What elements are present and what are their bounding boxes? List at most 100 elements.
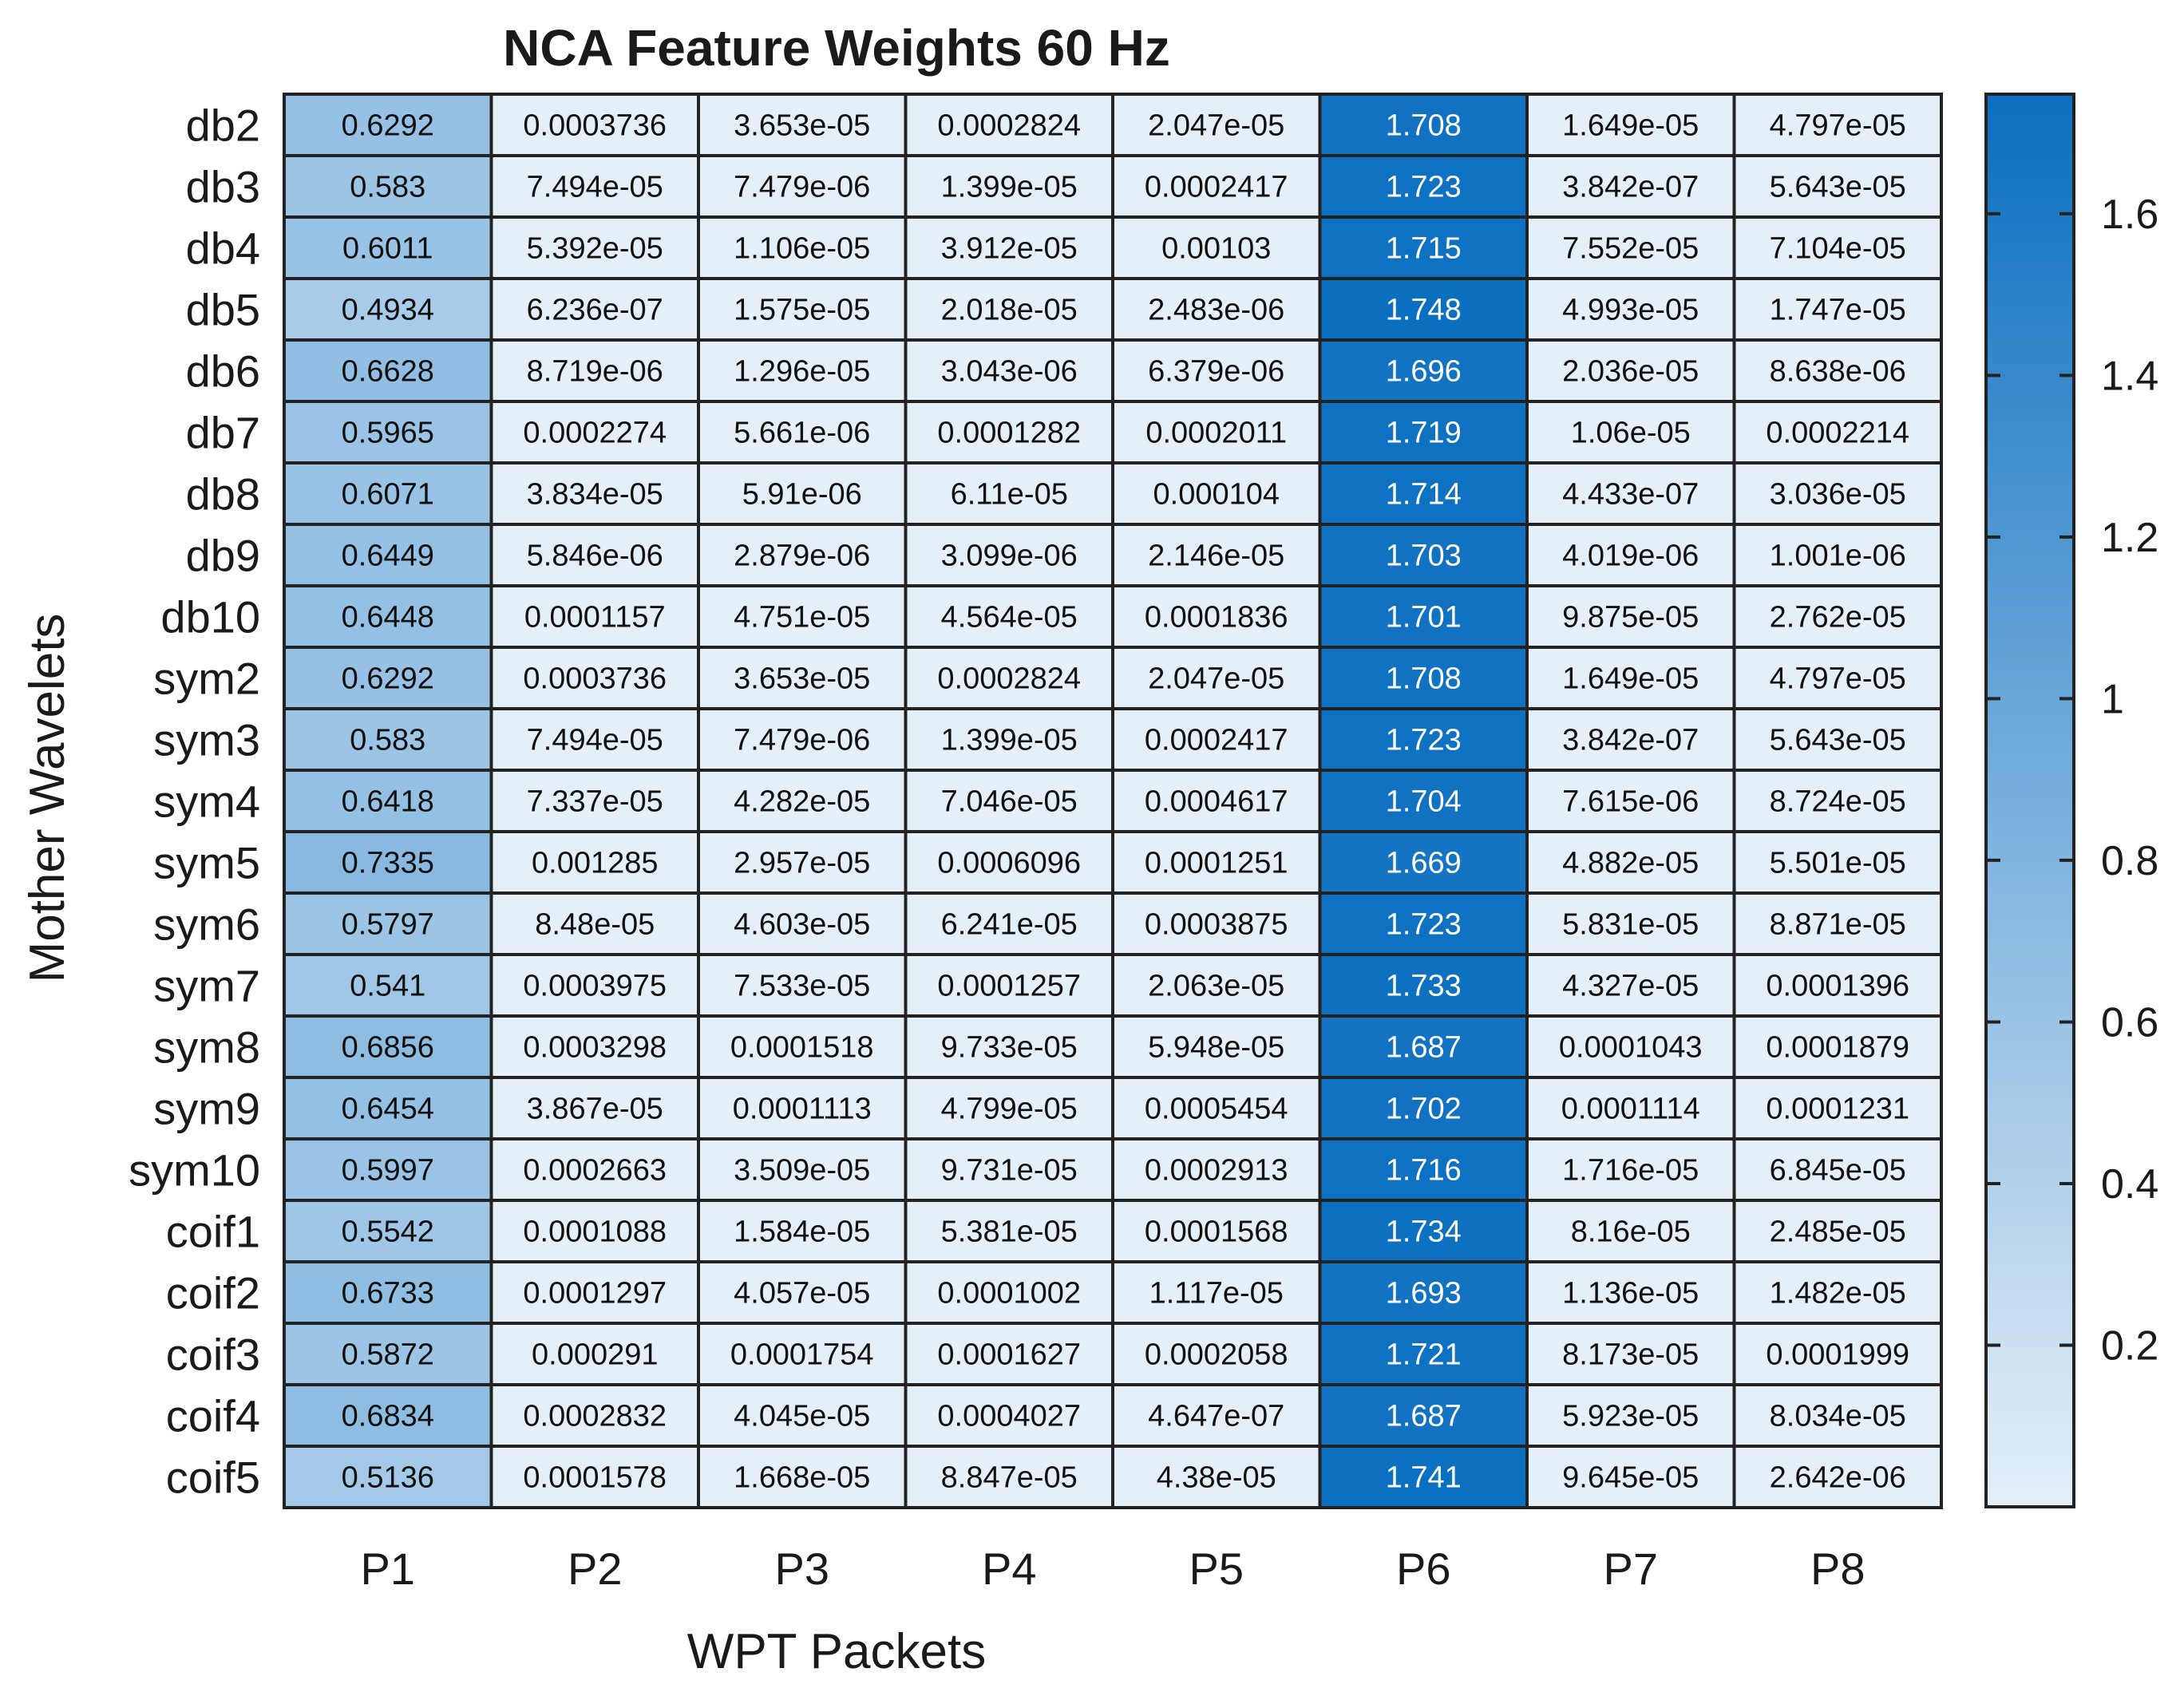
cell-value-label: 3.867e-05 <box>527 1093 663 1126</box>
heatmap-cell <box>1525 1014 1736 1079</box>
cell-value-label: 8.724e-05 <box>1770 785 1906 819</box>
cell-value-label: 8.034e-05 <box>1770 1400 1906 1433</box>
x-axis-label: WPT Packets <box>687 1624 986 1679</box>
cell-value-label: 1.693 <box>1386 1277 1462 1310</box>
cell-value-label: 1.136e-05 <box>1562 1277 1699 1310</box>
cell-value-label: 6.379e-06 <box>1148 355 1284 389</box>
cell-value-label: 0.6449 <box>342 540 434 573</box>
heatmap-cell <box>697 1199 908 1263</box>
cell-value-label: 0.0001999 <box>1766 1338 1909 1372</box>
cell-value-label: 0.0001879 <box>1766 1031 1909 1065</box>
cell-value-label: 1.575e-05 <box>734 294 870 327</box>
row-label: sym3 <box>153 715 260 765</box>
cell-value-label: 8.871e-05 <box>1770 908 1906 942</box>
cell-value-label: 1.649e-05 <box>1562 662 1699 696</box>
cell-value-label: 1.482e-05 <box>1770 1277 1906 1310</box>
row-label: coif4 <box>166 1391 260 1441</box>
heatmap-cell <box>1111 461 1322 526</box>
cell-value-label: 0.0001396 <box>1766 970 1909 1003</box>
column-label: P7 <box>1604 1544 1659 1594</box>
heatmap-cell <box>1318 461 1529 526</box>
cell-value-label: 1.719 <box>1386 417 1462 450</box>
heatmap-cell <box>1111 646 1322 710</box>
heatmap-cell <box>1732 1014 1943 1079</box>
cell-value-label: 0.0001002 <box>937 1277 1081 1310</box>
cell-value-label: 4.799e-05 <box>941 1093 1078 1126</box>
cell-value-label: 4.045e-05 <box>734 1400 870 1433</box>
heatmap-cell <box>489 584 700 649</box>
row-label: db7 <box>186 408 260 458</box>
column-label: P5 <box>1189 1544 1244 1594</box>
row-label: db5 <box>186 285 260 335</box>
cell-value-label: 4.327e-05 <box>1562 970 1699 1003</box>
cell-value-label: 3.043e-06 <box>941 355 1078 389</box>
cell-value-label: 1.723 <box>1386 724 1462 757</box>
cell-value-label: 1.106e-05 <box>734 232 870 266</box>
cell-value-label: 1.715 <box>1386 232 1462 266</box>
cell-value-label: 1.721 <box>1386 1338 1462 1372</box>
cell-value-label: 1.702 <box>1386 1093 1462 1126</box>
heatmap-cell <box>1318 400 1529 464</box>
cell-value-label: 2.047e-05 <box>1148 662 1284 696</box>
cell-value-label: 0.000291 <box>532 1338 659 1372</box>
heatmap-cell <box>904 891 1114 956</box>
cell-value-label: 1.708 <box>1386 109 1462 143</box>
cell-value-label: 1.669 <box>1386 847 1462 880</box>
heatmap-cell <box>1111 1199 1322 1263</box>
heatmap-cell <box>1525 400 1736 464</box>
cell-value-label: 2.485e-05 <box>1770 1216 1906 1249</box>
cell-value-label: 0.0001578 <box>523 1461 667 1495</box>
cell-value-label: 9.733e-05 <box>941 1031 1078 1065</box>
heatmap-cell <box>1111 1445 1322 1509</box>
cell-value-label: 6.845e-05 <box>1770 1154 1906 1188</box>
heatmap-cell <box>1111 584 1322 649</box>
cell-value-label: 8.719e-06 <box>527 355 663 389</box>
row-label: db9 <box>186 531 260 581</box>
heatmap-cell <box>697 1137 908 1202</box>
cell-value-label: 1.399e-05 <box>941 724 1078 757</box>
cell-value-label: 2.879e-06 <box>734 540 870 573</box>
heatmap-cell <box>697 830 908 895</box>
colorbar-tick-label: 0.8 <box>2101 838 2158 884</box>
heatmap-cell <box>283 1076 493 1140</box>
cell-value-label: 0.0002011 <box>1145 417 1287 450</box>
heatmap-cell <box>697 646 908 710</box>
cell-value-label: 0.00103 <box>1161 232 1271 266</box>
colorbar-tick-label: 1.6 <box>2101 192 2158 238</box>
heatmap-cell <box>283 1014 493 1079</box>
column-label: P6 <box>1396 1544 1451 1594</box>
cell-value-label: 0.5136 <box>342 1461 434 1495</box>
cell-value-label: 1.733 <box>1386 970 1462 1003</box>
cell-value-label: 7.104e-05 <box>1770 232 1906 266</box>
cell-value-label: 0.0001113 <box>733 1093 872 1126</box>
heatmap-cell <box>1732 646 1943 710</box>
cell-value-label: 4.564e-05 <box>941 601 1078 634</box>
row-label: sym4 <box>153 777 260 827</box>
cell-value-label: 4.603e-05 <box>734 908 870 942</box>
cell-value-label: 0.6418 <box>342 785 434 819</box>
cell-value-label: 0.0006096 <box>937 847 1081 880</box>
heatmap-cell <box>489 646 700 710</box>
row-label: sym7 <box>153 961 260 1011</box>
heatmap-cell <box>1111 215 1322 280</box>
cell-value-label: 3.842e-07 <box>1562 171 1699 204</box>
heatmap-cell <box>1525 461 1736 526</box>
heatmap-cell <box>283 215 493 280</box>
cell-value-label: 0.6448 <box>342 601 434 634</box>
row-label: sym5 <box>153 838 260 888</box>
heatmap-cell <box>283 769 493 833</box>
cell-value-label: 0.7335 <box>342 847 434 880</box>
cell-value-label: 0.0003298 <box>523 1031 667 1065</box>
cell-value-label: 4.751e-05 <box>734 601 870 634</box>
row-label: coif2 <box>166 1268 260 1318</box>
cell-value-label: 3.912e-05 <box>941 232 1078 266</box>
heatmap-cell <box>283 93 493 157</box>
heatmap-cell <box>1525 830 1736 895</box>
heatmap-cell <box>1318 154 1529 219</box>
heatmap-cell <box>1318 215 1529 280</box>
heatmap-cell <box>1732 1445 1943 1509</box>
heatmap-cell <box>1111 338 1322 403</box>
cell-value-label: 1.716e-05 <box>1562 1154 1699 1188</box>
cell-value-label: 0.0003875 <box>1145 908 1288 942</box>
row-label: db10 <box>160 592 260 642</box>
